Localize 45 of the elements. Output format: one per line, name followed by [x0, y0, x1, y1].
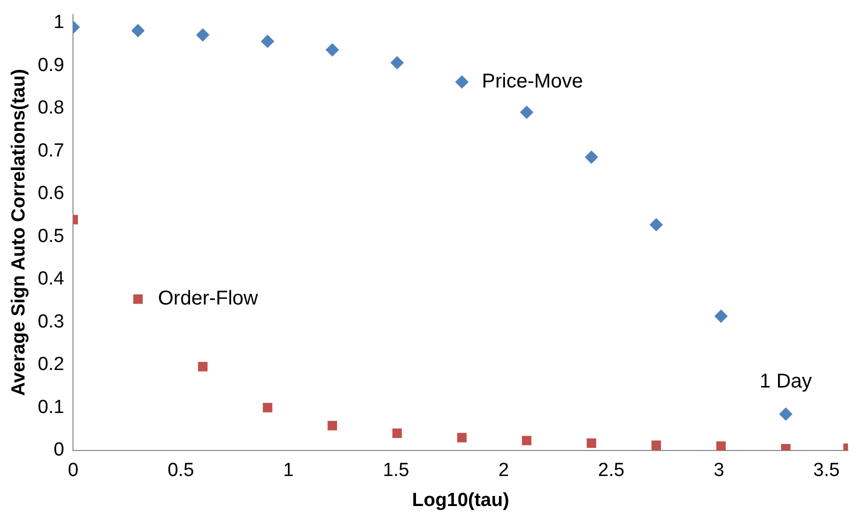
y-tick-label: 0.6: [38, 183, 64, 204]
point: [131, 24, 144, 38]
x-tick-label: 2.5: [598, 460, 624, 482]
point: [716, 441, 726, 450]
y-tick-label: 0.3: [38, 311, 64, 332]
y-tick-label: 0.8: [38, 98, 64, 119]
point: [198, 362, 208, 372]
x-tick-label: 2: [498, 460, 509, 482]
point: [328, 420, 338, 430]
point: [196, 28, 210, 42]
y-tick-label: 1: [54, 12, 64, 34]
x-tick-label: 3: [714, 460, 724, 482]
point: [262, 402, 272, 412]
point: [326, 43, 339, 56]
annotation: Order-Flow: [158, 288, 259, 310]
annotation: 1 Day: [760, 370, 812, 393]
y-tick-label: 0.9: [38, 54, 64, 76]
x-tick-label: 3.5: [813, 460, 840, 482]
y-tick-label: 0.4: [38, 268, 65, 290]
point: [390, 56, 404, 70]
point: [651, 440, 661, 450]
y-tick-label: 0: [54, 440, 64, 461]
point: [455, 75, 468, 88]
point: [457, 432, 467, 442]
point: [261, 34, 274, 48]
annotation: Price-Move: [482, 70, 584, 92]
x-tick-label: 0.5: [168, 460, 194, 482]
point: [520, 106, 534, 119]
point: [522, 436, 532, 446]
point: [392, 428, 402, 438]
point: [779, 408, 792, 421]
x-tick-label: 1: [283, 460, 294, 482]
y-tick-label: 0.7: [38, 140, 64, 162]
point: [650, 218, 663, 232]
y-tick-label: 0.2: [38, 354, 64, 376]
y-tick-label: 0.5: [38, 226, 64, 247]
point: [133, 294, 143, 304]
y-axis-title: Average Sign Auto Correlations(tau): [8, 68, 30, 396]
point: [584, 150, 598, 164]
x-axis-title: Log10(tau): [412, 490, 510, 511]
x-tick-label: 0: [68, 460, 78, 482]
point: [586, 438, 596, 448]
point: [714, 310, 728, 323]
x-tick-label: 1.5: [382, 460, 410, 482]
y-tick-label: 0.1: [38, 396, 64, 418]
